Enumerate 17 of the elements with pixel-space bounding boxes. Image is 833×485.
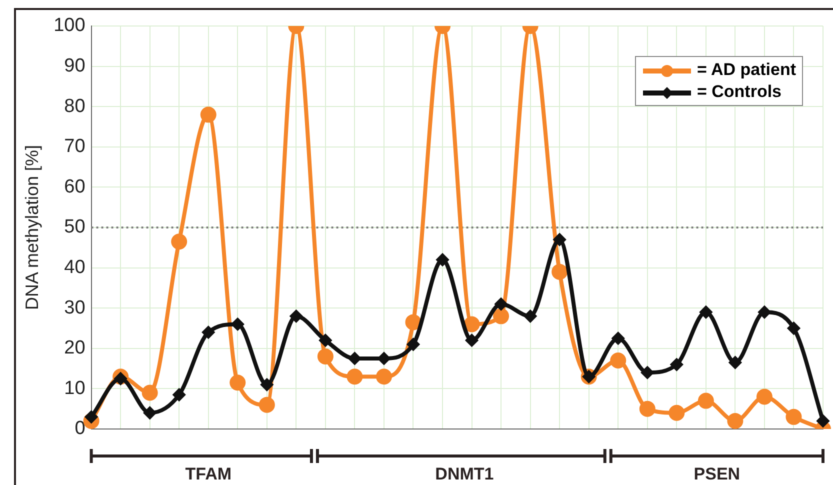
y-tick-label: 100 xyxy=(54,15,86,36)
y-tick-label: 80 xyxy=(64,96,86,117)
y-tick-label: 50 xyxy=(64,216,86,238)
y-tick-label: 30 xyxy=(64,297,86,318)
legend-label: = AD patient xyxy=(696,60,796,79)
legend-label: = Controls xyxy=(696,82,782,101)
y-axis-title: DNA methylation [%] xyxy=(22,144,42,310)
text: TFAM xyxy=(185,464,232,484)
text: DNMT1 xyxy=(435,464,494,484)
y-tick-label: 20 xyxy=(64,338,86,359)
y-tick-label: 10 xyxy=(64,378,86,399)
y-tick-label: 0 xyxy=(74,418,86,440)
text: PSEN xyxy=(694,464,740,484)
y-tick-label: 40 xyxy=(64,257,86,278)
y-tick-label: 60 xyxy=(64,176,86,198)
y-tick-label: 70 xyxy=(64,136,86,158)
y-tick-label: 90 xyxy=(64,56,86,77)
